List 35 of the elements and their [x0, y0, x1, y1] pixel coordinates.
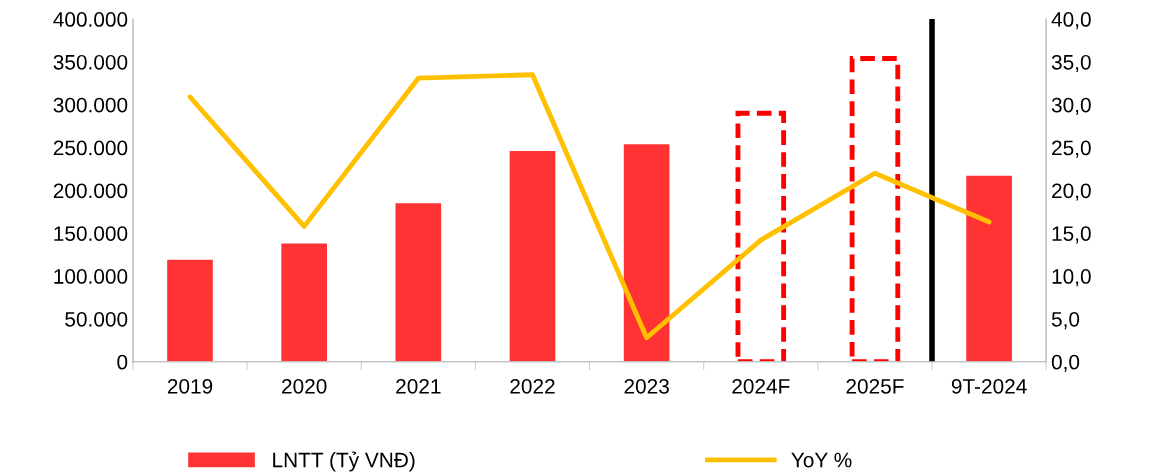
y2-tick-label: 40,0: [1051, 12, 1091, 30]
bar: [966, 175, 1012, 362]
y2-tick-label: 20,0: [1052, 183, 1091, 201]
legend-label: YoY %: [791, 452, 852, 468]
x-tick-label: 2020: [282, 378, 327, 394]
y2-tick-label: 0,0: [1051, 354, 1080, 372]
x-tick-label: 2021: [396, 378, 441, 394]
y-tick-label: 150.000: [54, 226, 128, 241]
y-tick-label: 250.000: [53, 140, 128, 156]
bar: [281, 243, 327, 362]
y-tick-label: 100.000: [54, 269, 128, 284]
bar: [395, 203, 442, 362]
x-tick-label: 2022: [510, 378, 555, 394]
x-tick-label: 2025F: [846, 378, 904, 394]
bar: [167, 259, 213, 362]
y2-tick-label: 5,0: [1051, 311, 1080, 330]
x-tick-label: 2023: [624, 378, 669, 394]
y2-tick-label: 30,0: [1051, 97, 1091, 115]
y2-tick-label: 10,0: [1052, 269, 1091, 287]
y-tick-label: 0: [117, 354, 128, 370]
y-tick-label: 50.000: [65, 311, 128, 327]
bar: [623, 144, 670, 362]
y-tick-label: 350.000: [53, 54, 128, 70]
y2-tick-label: 35,0: [1051, 54, 1091, 73]
y-tick-label: 200.000: [53, 183, 128, 199]
x-tick-label: 9T-2024: [951, 378, 1027, 394]
legend-label: LNTT (Tỷ VNĐ): [273, 451, 415, 472]
x-tick-label: 2024F: [732, 378, 790, 394]
y2-tick-label: 15,0: [1052, 226, 1091, 244]
bar: [509, 150, 556, 362]
y2-tick-label: 25,0: [1052, 140, 1091, 158]
y-tick-label: 400.000: [53, 12, 128, 27]
y-tick-label: 300.000: [53, 97, 128, 113]
line-series: [187, 72, 992, 341]
x-tick-label: 2019: [167, 378, 213, 394]
